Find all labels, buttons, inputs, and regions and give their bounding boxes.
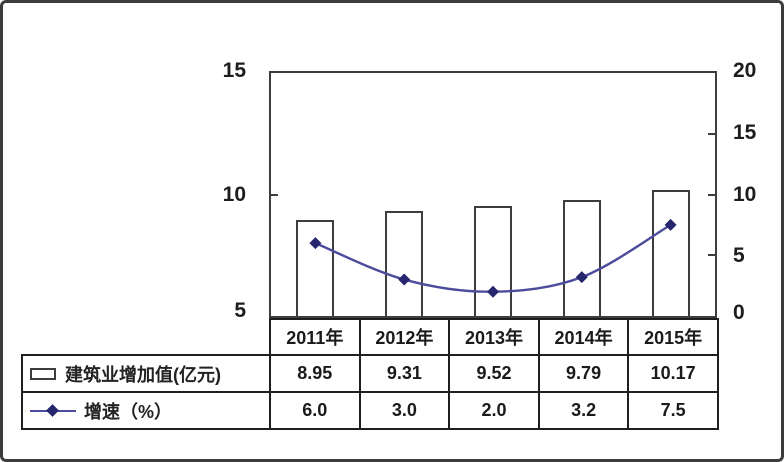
bar-2014年 xyxy=(562,200,601,316)
bar-value-cell: 10.17 xyxy=(627,354,719,393)
right-axis-label: 10 xyxy=(733,183,757,206)
year-cell: 2014年 xyxy=(537,318,630,356)
year-cell: 2015年 xyxy=(627,318,719,356)
line-value-cell: 3.0 xyxy=(358,391,451,430)
year-cell: 2012年 xyxy=(358,318,451,356)
right-axis-tick xyxy=(708,132,715,135)
bar-2015年 xyxy=(651,190,690,316)
line-series-row: 增速（%） 6.0 3.0 2.0 3.2 7.5 xyxy=(21,391,719,430)
bar-series-row: 建筑业增加值(亿元) 8.95 9.31 9.52 9.79 10.17 xyxy=(21,354,719,393)
right-axis-tick xyxy=(708,254,715,257)
diamond-marker-icon xyxy=(46,403,59,417)
line-value-cell: 3.2 xyxy=(537,391,630,430)
line-series-layer xyxy=(309,218,677,298)
line-value-cell: 7.5 xyxy=(627,391,719,430)
right-axis-label: 5 xyxy=(733,244,745,267)
line-marker xyxy=(487,285,499,298)
year-cell: 2013年 xyxy=(448,318,540,356)
year-cell: 2011年 xyxy=(269,318,361,356)
right-axis-tick xyxy=(708,193,715,196)
legend-line-series: 增速（%） xyxy=(21,391,271,430)
line-marker xyxy=(575,271,588,284)
line-value-cell: 2.0 xyxy=(448,391,540,430)
data-table: 2011年 2012年 2013年 2014年 2015年 建筑业增加值(亿元)… xyxy=(21,318,719,430)
bar-value-cell: 9.31 xyxy=(358,354,451,393)
left-axis-label: 10 xyxy=(222,183,246,206)
right-axis-label: 15 xyxy=(733,121,757,144)
line-marker xyxy=(309,237,322,250)
bar-2011年 xyxy=(296,220,335,316)
bar-series-label: 建筑业增加值(亿元) xyxy=(65,364,221,385)
bar-value-cell: 8.95 xyxy=(269,354,361,393)
line-marker xyxy=(664,218,677,231)
legend-bar-series: 建筑业增加值(亿元) xyxy=(21,354,271,393)
line-marker xyxy=(398,273,411,286)
line-swatch-icon xyxy=(30,403,76,417)
right-axis-label: 0 xyxy=(733,301,745,324)
line-series-label: 增速（%） xyxy=(84,401,173,422)
bar-swatch-icon xyxy=(30,367,56,380)
blank-cell xyxy=(22,319,270,355)
left-axis-tick xyxy=(271,193,278,196)
left-axis-label: 15 xyxy=(222,59,246,82)
bar-value-cell: 9.79 xyxy=(537,354,630,393)
plot-area xyxy=(269,71,717,318)
growth-line xyxy=(314,223,672,293)
line-value-cell: 6.0 xyxy=(269,391,361,430)
bar-2012年 xyxy=(385,211,424,316)
years-row: 2011年 2012年 2013年 2014年 2015年 xyxy=(22,318,719,356)
bar-value-cell: 9.52 xyxy=(448,354,540,393)
left-axis-label: 5 xyxy=(234,299,246,322)
right-axis-label: 20 xyxy=(733,59,757,82)
